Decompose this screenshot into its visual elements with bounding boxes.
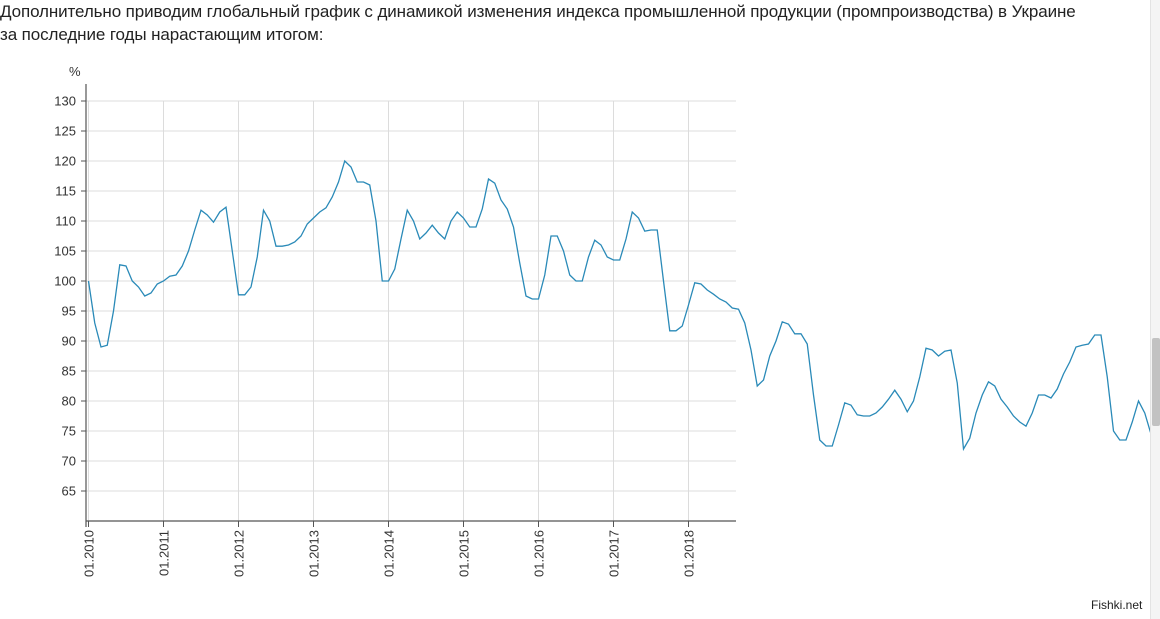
x-tick-label-5: 01.2015	[457, 530, 472, 577]
y-tick-label-90: 90	[62, 334, 76, 349]
x-tick-label-2: 01.2012	[232, 530, 247, 577]
x-tick-label-4: 01.2014	[382, 530, 397, 577]
y-tick-label-110: 110	[55, 214, 76, 229]
y-tick-label-125: 125	[54, 124, 76, 139]
y-tick-label-75: 75	[62, 424, 76, 439]
intro-line-1: Дополнительно приводим глобальный график…	[0, 2, 1076, 21]
x-tick-label-8: 01.2018	[682, 530, 697, 577]
series-line-0	[87, 159, 1160, 452]
x-tick-label-0: 01.2010	[82, 530, 97, 577]
page-scrollbar[interactable]	[1150, 0, 1160, 619]
scrollbar-thumb[interactable]	[1152, 338, 1160, 426]
y-tick-label-130: 130	[54, 94, 76, 109]
y-tick-label-105: 105	[54, 244, 76, 259]
y-tick-label-95: 95	[62, 304, 76, 319]
intro-line-2: за последние годы нарастающим итогом:	[0, 25, 324, 44]
x-tick-label-1: 01.2011	[157, 530, 172, 576]
y-axis-unit-label: %	[69, 64, 81, 79]
x-tick-label-7: 01.2017	[607, 530, 622, 577]
y-tick-label-85: 85	[62, 364, 76, 379]
watermark-logo: Fishki.net	[1091, 598, 1143, 612]
y-tick-label-65: 65	[62, 484, 76, 499]
y-tick-label-120: 120	[54, 154, 76, 169]
y-tick-label-100: 100	[54, 274, 76, 289]
x-tick-label-3: 01.2013	[307, 530, 322, 577]
y-tick-label-70: 70	[62, 454, 76, 469]
x-tick-label-6: 01.2016	[532, 530, 547, 577]
y-tick-label-80: 80	[62, 394, 76, 409]
intro-text: Дополнительно приводим глобальный график…	[0, 0, 1152, 46]
y-tick-label-115: 115	[55, 184, 76, 199]
